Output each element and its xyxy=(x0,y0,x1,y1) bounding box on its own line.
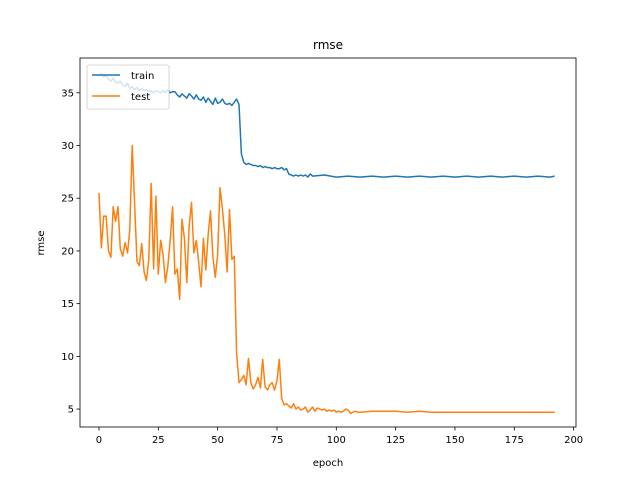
legend-label-test: test xyxy=(131,92,150,103)
y-tick-label: 5 xyxy=(68,405,74,416)
x-axis-label: epoch xyxy=(313,458,343,469)
legend-label-train: train xyxy=(131,71,154,82)
y-tick-label: 25 xyxy=(61,194,74,205)
x-tick-label: 75 xyxy=(271,435,284,446)
x-tick-label: 175 xyxy=(505,435,524,446)
y-axis: 5 10 15 20 25 30 35 xyxy=(61,88,80,416)
x-tick-label: 0 xyxy=(96,435,102,446)
y-tick-label: 10 xyxy=(61,352,74,363)
x-tick-label: 50 xyxy=(211,435,224,446)
x-tick-label: 100 xyxy=(327,435,346,446)
series-line-test xyxy=(98,144,555,415)
y-tick-label: 20 xyxy=(61,246,74,257)
axes-frame xyxy=(79,57,577,428)
y-tick-label: 30 xyxy=(61,141,74,152)
chart-title: rmse xyxy=(313,38,343,52)
y-axis-label: rmse xyxy=(36,230,47,255)
legend-box xyxy=(86,64,170,110)
y-tick-label: 35 xyxy=(61,88,74,99)
x-tick-label: 25 xyxy=(152,435,165,446)
legend: train test xyxy=(86,64,170,110)
x-tick-label: 150 xyxy=(445,435,464,446)
x-axis: 0 25 50 75 100 125 150 175 200 xyxy=(96,427,583,446)
y-tick-label: 15 xyxy=(61,299,74,310)
x-tick-label: 125 xyxy=(386,435,405,446)
x-tick-label: 200 xyxy=(564,435,583,446)
